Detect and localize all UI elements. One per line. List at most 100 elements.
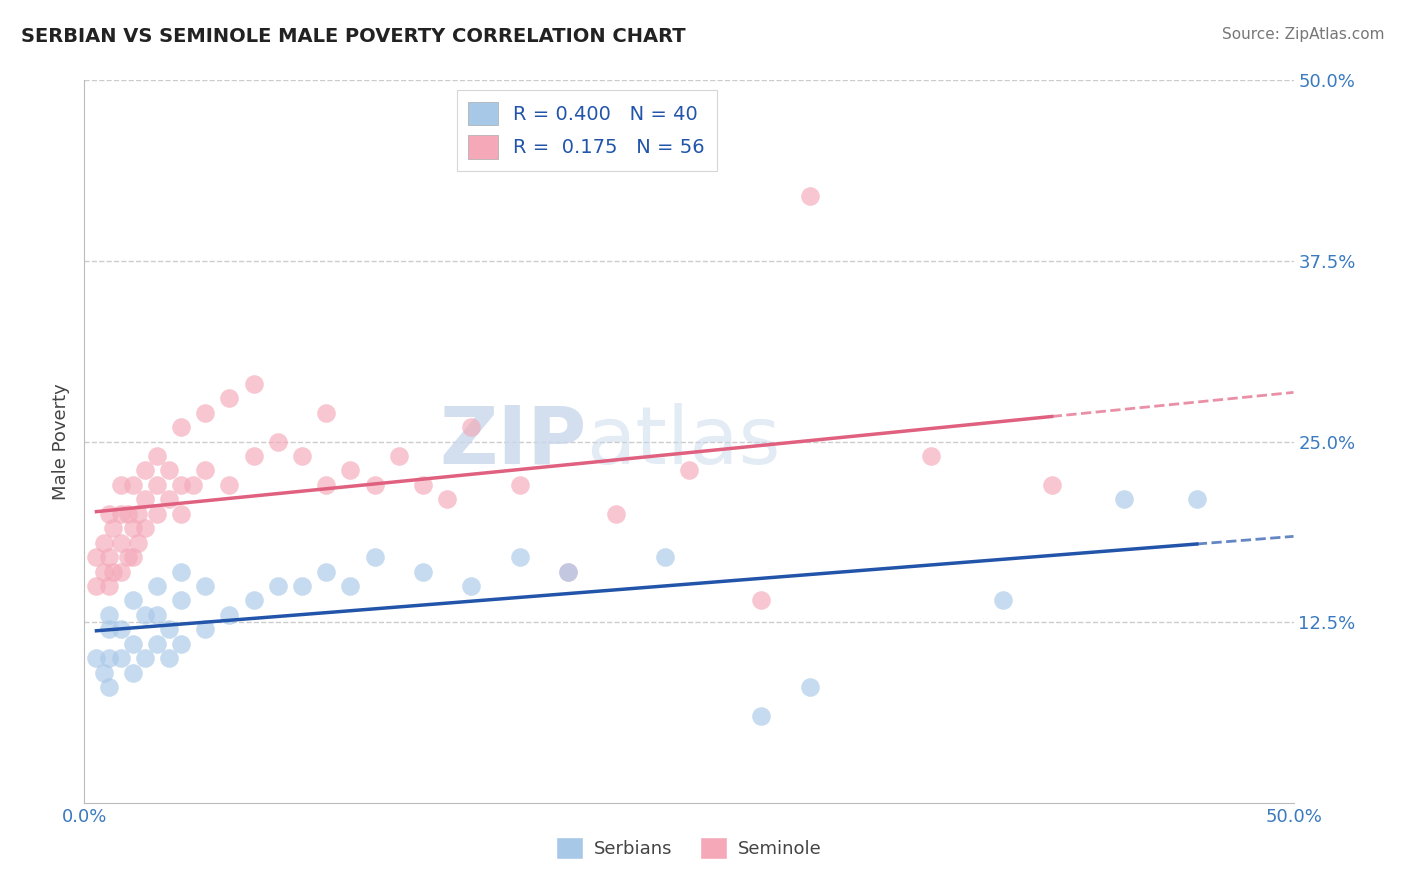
Point: [799, 189, 821, 203]
Point: [157, 492, 180, 507]
Point: [315, 565, 337, 579]
Point: [157, 651, 180, 665]
Point: [170, 507, 193, 521]
Point: [218, 478, 240, 492]
Point: [267, 579, 290, 593]
Point: [146, 607, 169, 622]
Point: [110, 565, 132, 579]
Text: Source: ZipAtlas.com: Source: ZipAtlas.com: [1222, 27, 1385, 42]
Point: [920, 449, 942, 463]
Point: [363, 478, 385, 492]
Point: [146, 449, 169, 463]
Point: [291, 449, 314, 463]
Point: [194, 579, 217, 593]
Point: [93, 535, 115, 549]
Point: [993, 593, 1015, 607]
Point: [460, 420, 482, 434]
Point: [194, 406, 217, 420]
Point: [103, 565, 125, 579]
Point: [93, 565, 115, 579]
Point: [267, 434, 290, 449]
Point: [436, 492, 458, 507]
Point: [134, 492, 156, 507]
Point: [751, 593, 773, 607]
Point: [97, 507, 120, 521]
Point: [388, 449, 411, 463]
Point: [315, 406, 337, 420]
Legend: Serbians, Seminole: Serbians, Seminole: [550, 830, 828, 866]
Point: [97, 550, 120, 565]
Point: [242, 449, 264, 463]
Point: [127, 507, 149, 521]
Point: [799, 680, 821, 694]
Point: [127, 535, 149, 549]
Point: [557, 565, 579, 579]
Point: [146, 478, 169, 492]
Point: [654, 550, 676, 565]
Text: atlas: atlas: [586, 402, 780, 481]
Point: [121, 478, 143, 492]
Point: [97, 651, 120, 665]
Point: [110, 478, 132, 492]
Point: [121, 593, 143, 607]
Point: [93, 665, 115, 680]
Point: [134, 463, 156, 477]
Point: [605, 507, 627, 521]
Point: [86, 550, 108, 565]
Point: [170, 420, 193, 434]
Point: [110, 651, 132, 665]
Point: [97, 680, 120, 694]
Point: [339, 463, 361, 477]
Point: [86, 651, 108, 665]
Point: [194, 463, 217, 477]
Point: [1040, 478, 1063, 492]
Point: [242, 593, 264, 607]
Point: [121, 637, 143, 651]
Point: [117, 507, 139, 521]
Point: [218, 391, 240, 405]
Point: [412, 478, 434, 492]
Point: [170, 565, 193, 579]
Point: [146, 507, 169, 521]
Point: [134, 521, 156, 535]
Point: [1114, 492, 1136, 507]
Point: [97, 623, 120, 637]
Point: [170, 478, 193, 492]
Point: [157, 463, 180, 477]
Point: [460, 579, 482, 593]
Point: [170, 593, 193, 607]
Point: [121, 521, 143, 535]
Point: [751, 709, 773, 723]
Point: [121, 665, 143, 680]
Point: [110, 535, 132, 549]
Point: [181, 478, 204, 492]
Point: [97, 579, 120, 593]
Point: [97, 607, 120, 622]
Text: SERBIAN VS SEMINOLE MALE POVERTY CORRELATION CHART: SERBIAN VS SEMINOLE MALE POVERTY CORRELA…: [21, 27, 686, 45]
Point: [157, 623, 180, 637]
Point: [339, 579, 361, 593]
Point: [412, 565, 434, 579]
Point: [146, 637, 169, 651]
Point: [170, 637, 193, 651]
Point: [1185, 492, 1208, 507]
Point: [291, 579, 314, 593]
Point: [557, 565, 579, 579]
Point: [242, 376, 264, 391]
Y-axis label: Male Poverty: Male Poverty: [52, 384, 70, 500]
Point: [110, 507, 132, 521]
Text: ZIP: ZIP: [439, 402, 586, 481]
Point: [86, 579, 108, 593]
Point: [134, 607, 156, 622]
Point: [509, 550, 531, 565]
Point: [134, 651, 156, 665]
Point: [103, 521, 125, 535]
Point: [315, 478, 337, 492]
Point: [121, 550, 143, 565]
Point: [110, 623, 132, 637]
Point: [117, 550, 139, 565]
Point: [218, 607, 240, 622]
Point: [194, 623, 217, 637]
Point: [363, 550, 385, 565]
Point: [678, 463, 700, 477]
